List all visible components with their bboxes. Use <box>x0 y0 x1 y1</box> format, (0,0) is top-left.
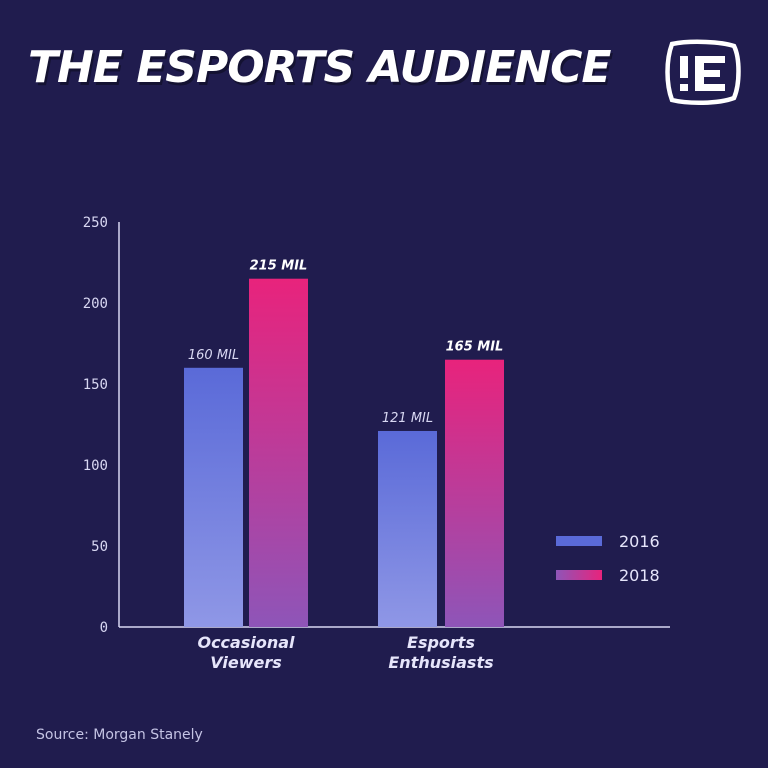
data-label: 215 MIL <box>250 259 308 274</box>
legend-label-2018: 2018 <box>619 566 660 585</box>
y-tick-label: 50 <box>91 539 108 555</box>
bar-2018 <box>249 278 308 627</box>
source-note: Source: Morgan Stanely <box>36 727 203 743</box>
esports-logo-icon <box>665 39 741 105</box>
chart-title: THE ESPORTS AUDIENCE <box>28 42 611 93</box>
category-label: Occasional <box>197 633 295 652</box>
y-tick-label: 200 <box>83 296 108 312</box>
y-tick-label: 100 <box>83 458 108 474</box>
y-tick-label: 150 <box>83 377 108 393</box>
category-label: Enthusiasts <box>388 653 493 672</box>
legend-swatch-2018 <box>556 570 602 580</box>
data-label: 165 MIL <box>446 340 504 355</box>
bar-2016 <box>378 430 437 627</box>
data-label: 121 MIL <box>382 411 433 426</box>
legend-swatch-2016 <box>556 536 602 546</box>
bar-2018 <box>445 359 504 627</box>
y-tick-label: 250 <box>83 215 108 231</box>
data-label: 160 MIL <box>188 348 239 363</box>
category-label: Esports <box>407 633 475 652</box>
legend-label-2016: 2016 <box>619 532 660 551</box>
bar-2016 <box>184 367 243 627</box>
category-label: Viewers <box>210 653 281 672</box>
y-tick-label: 0 <box>100 620 108 636</box>
